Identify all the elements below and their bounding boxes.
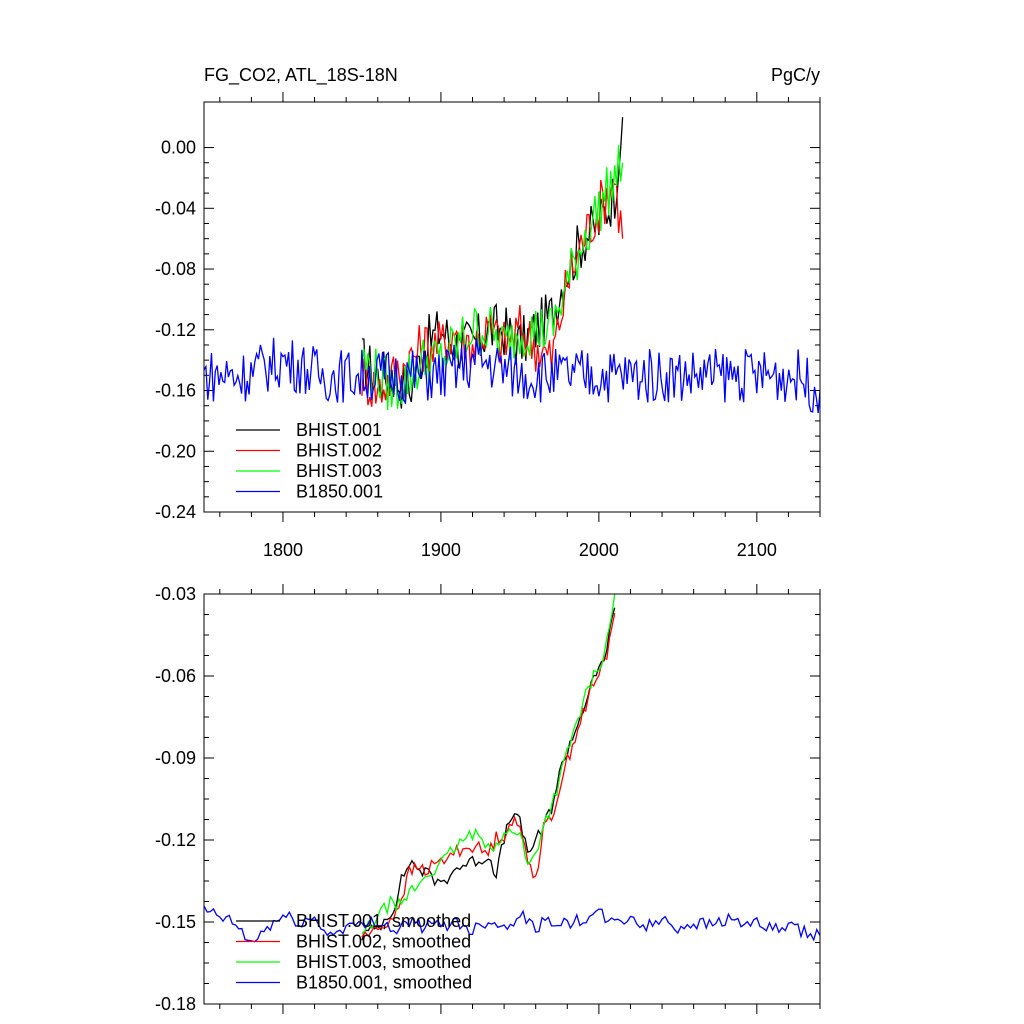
legend-label: BHIST.002 xyxy=(296,441,382,461)
y-tick-label: -0.24 xyxy=(155,502,196,522)
x-tick-label: 2000 xyxy=(579,540,619,560)
y-tick-label: -0.16 xyxy=(155,381,196,401)
legend-label: BHIST.001 xyxy=(296,420,382,440)
series-line xyxy=(361,612,616,938)
y-tick-label: -0.20 xyxy=(155,441,196,461)
legend-label: BHIST.003 xyxy=(296,461,382,481)
y-tick-label: -0.12 xyxy=(155,320,196,340)
series-line xyxy=(361,145,624,411)
chart-title: FG_CO2, ATL_18S-18N xyxy=(204,65,398,86)
y-tick-label: -0.15 xyxy=(155,912,196,932)
top-plot-frame xyxy=(203,101,821,513)
series-line xyxy=(204,337,820,414)
series-line xyxy=(361,594,616,935)
y-tick-label: -0.04 xyxy=(155,198,196,218)
y-tick-label: -0.09 xyxy=(155,748,196,768)
series-line xyxy=(204,905,820,943)
y-tick-label: -0.06 xyxy=(155,666,196,686)
y-tick-label: -0.03 xyxy=(155,584,196,604)
y-tick-label: -0.12 xyxy=(155,830,196,850)
x-tick-label: 1900 xyxy=(421,540,461,560)
legend-label: BHIST.002, smoothed xyxy=(296,932,471,952)
top-series xyxy=(204,117,820,414)
legend-label: BHIST.001, smoothed xyxy=(296,911,471,931)
legend-label: B1850.001 xyxy=(296,482,383,502)
units-label: PgC/y xyxy=(771,65,820,85)
y-tick-label: 0.00 xyxy=(161,138,196,158)
top-ticks: 0.00 -0.04 -0.08 -0.12 -0.16 -0.20 -0.24 1800 19… xyxy=(155,92,821,560)
bottom-panel: -0.03 -0.06 -0.09 -0.12 -0.15 -0.18 BHIST.001… xyxy=(155,584,821,1014)
bottom-ticks: -0.03 -0.06 -0.09 -0.12 -0.15 -0.18 xyxy=(155,584,821,1014)
y-tick-label: -0.18 xyxy=(155,994,196,1014)
bottom-series xyxy=(204,594,820,943)
series-line xyxy=(361,607,616,941)
legend-label: B1850.001, smoothed xyxy=(296,973,472,993)
series-line xyxy=(361,179,624,407)
top-panel: FG_CO2, ATL_18S-18N PgC/y 0.00 -0.04 -0.08… xyxy=(155,65,821,560)
y-tick-label: -0.08 xyxy=(155,259,196,279)
x-tick-label: 2100 xyxy=(737,540,777,560)
x-tick-label: 1800 xyxy=(263,540,303,560)
bottom-plot-frame xyxy=(203,593,821,1005)
legend-label: BHIST.003, smoothed xyxy=(296,952,471,972)
